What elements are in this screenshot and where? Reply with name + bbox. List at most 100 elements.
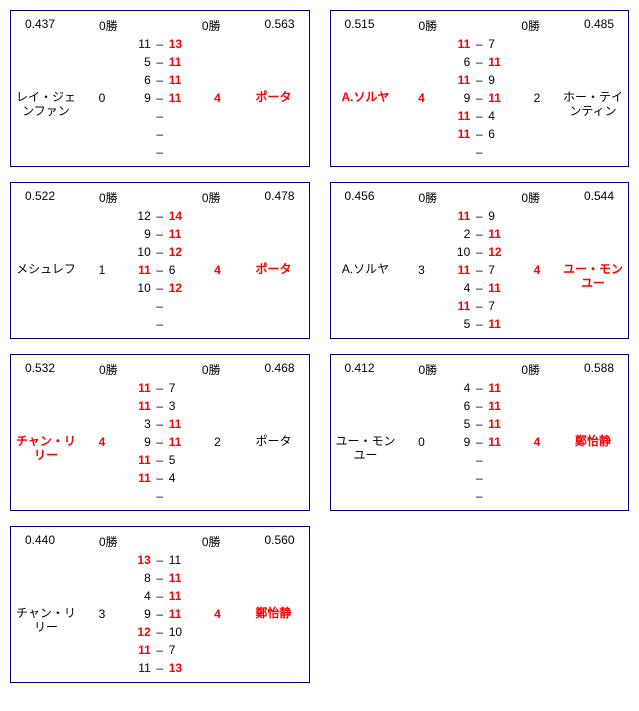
score-right: 4 — [530, 435, 544, 449]
game-row: – — [125, 487, 195, 505]
player-left: メシュレフ — [15, 263, 77, 277]
game-right: 9 — [488, 71, 514, 89]
odds-right: 0.485 — [584, 17, 614, 31]
game-right: 11 — [169, 569, 195, 587]
game-row: 2–11 — [444, 225, 514, 243]
odds-left: 0.522 — [25, 189, 55, 203]
game-right: 11 — [169, 71, 195, 89]
score-left: 4 — [415, 91, 429, 105]
dash: – — [151, 397, 169, 415]
game-right: 11 — [169, 415, 195, 433]
game-row: 11–5 — [125, 451, 195, 469]
games-list: 11–135–116–119–11––– — [125, 35, 195, 161]
game-right: 4 — [488, 107, 514, 125]
player-left: チャン・リリー — [15, 607, 77, 635]
game-row: 11–4 — [125, 469, 195, 487]
game-row: – — [444, 143, 514, 161]
game-left: 11 — [444, 207, 470, 225]
dash: – — [151, 279, 169, 297]
score-right: 4 — [211, 263, 225, 277]
game-row: 11–6 — [444, 125, 514, 143]
game-left: 12 — [125, 623, 151, 641]
dash: – — [470, 315, 488, 333]
score-right: 2 — [211, 435, 225, 449]
dash: – — [151, 207, 169, 225]
game-right: 9 — [488, 207, 514, 225]
match-box: 0.437 0勝 0勝 0.563 レイ・ジェンファン ポータ 0 4 11–1… — [10, 10, 310, 167]
wins-right: 0勝 — [202, 17, 221, 34]
dash: – — [470, 89, 488, 107]
game-left: 11 — [125, 641, 151, 659]
dash: – — [151, 623, 169, 641]
games-list: 12–149–1110–1211–610–12–– — [125, 207, 195, 333]
wins-left: 0勝 — [419, 17, 438, 34]
game-row: 5–11 — [125, 53, 195, 71]
dash: – — [151, 551, 169, 569]
dash: – — [151, 243, 169, 261]
dash: – — [470, 107, 488, 125]
game-row: 6–11 — [125, 71, 195, 89]
player-right: ホー・テインティン — [562, 91, 624, 119]
dash: – — [151, 605, 169, 623]
player-right: ポータ — [243, 91, 305, 105]
game-left: 9 — [125, 605, 151, 623]
game-left: 6 — [444, 397, 470, 415]
player-left: A.ソルヤ — [335, 263, 397, 277]
dash: – — [151, 89, 169, 107]
game-row: 11–7 — [444, 261, 514, 279]
match-box: 0.532 0勝 0勝 0.468 チャン・リリー ポータ 4 2 11–711… — [10, 354, 310, 511]
game-right: 11 — [488, 53, 514, 71]
game-left: 9 — [125, 225, 151, 243]
game-left: 11 — [125, 397, 151, 415]
game-right: 11 — [169, 225, 195, 243]
game-right: 7 — [169, 641, 195, 659]
game-row: 10–12 — [125, 279, 195, 297]
wins-left: 0勝 — [419, 189, 438, 206]
game-right: 11 — [488, 279, 514, 297]
game-right: 11 — [169, 433, 195, 451]
game-left: 12 — [125, 207, 151, 225]
game-left: 8 — [125, 569, 151, 587]
odds-left: 0.440 — [25, 533, 55, 547]
odds-right: 0.588 — [584, 361, 614, 375]
dash: – — [470, 35, 488, 53]
score-right: 2 — [530, 91, 544, 105]
game-right: 14 — [169, 207, 195, 225]
dash: – — [151, 469, 169, 487]
game-right: 12 — [169, 279, 195, 297]
dash: – — [151, 433, 169, 451]
dash: – — [151, 659, 169, 677]
game-row: 13–11 — [125, 551, 195, 569]
game-row: 12–10 — [125, 623, 195, 641]
game-row: 9–11 — [444, 433, 514, 451]
dash: – — [470, 143, 488, 161]
score-right: 4 — [530, 263, 544, 277]
game-row: 4–11 — [125, 587, 195, 605]
wins-right: 0勝 — [202, 361, 221, 378]
dash: – — [151, 641, 169, 659]
game-row: 11–6 — [125, 261, 195, 279]
game-left: 11 — [444, 261, 470, 279]
score-right: 4 — [211, 607, 225, 621]
game-right: 13 — [169, 659, 195, 677]
game-left: 9 — [125, 433, 151, 451]
player-left: チャン・リリー — [15, 435, 77, 463]
dash: – — [470, 379, 488, 397]
game-row: 3–11 — [125, 415, 195, 433]
dash: – — [470, 207, 488, 225]
game-row: 11–7 — [125, 379, 195, 397]
game-left: 10 — [125, 243, 151, 261]
game-row: 11–9 — [444, 207, 514, 225]
game-left: 13 — [125, 551, 151, 569]
game-left: 11 — [125, 659, 151, 677]
games-list: 11–76–1111–99–1111–411–6– — [444, 35, 514, 161]
dash: – — [470, 433, 488, 451]
dash: – — [470, 469, 488, 487]
game-left: 11 — [125, 261, 151, 279]
dash: – — [470, 243, 488, 261]
wins-left: 0勝 — [99, 533, 118, 550]
dash: – — [151, 415, 169, 433]
game-right: 7 — [488, 297, 514, 315]
game-right: 11 — [488, 397, 514, 415]
game-left: 6 — [125, 71, 151, 89]
